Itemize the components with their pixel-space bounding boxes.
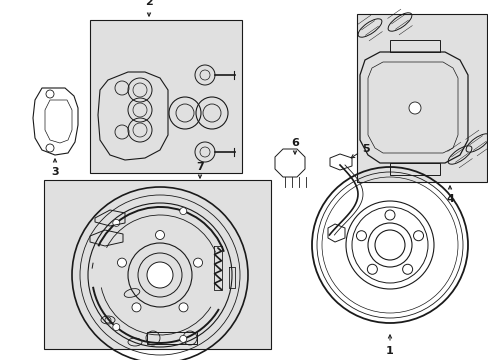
Circle shape xyxy=(193,258,202,267)
Circle shape xyxy=(366,264,377,274)
Circle shape xyxy=(113,324,120,330)
Circle shape xyxy=(147,262,173,288)
Bar xyxy=(356,14,486,182)
Circle shape xyxy=(46,90,54,98)
Text: 3: 3 xyxy=(51,167,59,177)
Text: 2: 2 xyxy=(145,0,153,7)
Circle shape xyxy=(179,303,187,312)
Circle shape xyxy=(117,258,126,267)
Text: 6: 6 xyxy=(290,138,298,148)
Text: 7: 7 xyxy=(196,162,203,172)
Circle shape xyxy=(180,336,186,342)
Circle shape xyxy=(113,219,120,226)
Bar xyxy=(90,20,242,173)
Circle shape xyxy=(132,303,141,312)
Circle shape xyxy=(413,231,423,241)
Circle shape xyxy=(408,102,420,114)
Circle shape xyxy=(180,208,186,215)
Circle shape xyxy=(384,210,394,220)
Circle shape xyxy=(155,230,164,239)
Text: 4: 4 xyxy=(445,194,453,204)
Text: 5: 5 xyxy=(362,144,369,154)
Text: 1: 1 xyxy=(386,346,393,356)
Circle shape xyxy=(356,231,366,241)
Circle shape xyxy=(46,144,54,152)
Circle shape xyxy=(402,264,412,274)
Bar xyxy=(44,180,271,349)
Circle shape xyxy=(374,230,404,260)
